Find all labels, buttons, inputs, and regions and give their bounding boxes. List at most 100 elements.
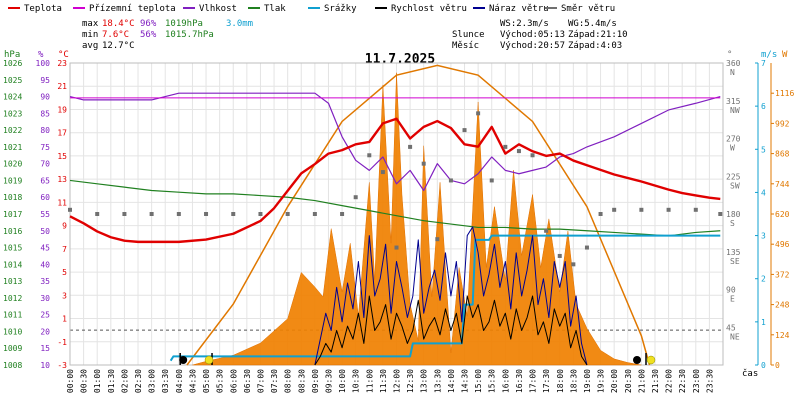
stat-max-press: 1019hPa <box>165 19 203 29</box>
wind-dir-point-24 <box>530 153 535 158</box>
dir-tick-name-0: N <box>730 68 735 77</box>
wind-dir-point-23 <box>516 149 521 154</box>
wind-dir-point-15 <box>408 144 413 149</box>
series-pressure <box>69 179 721 237</box>
pct-tick-10: 50 <box>40 227 50 236</box>
ms-tick-5: 2 <box>761 275 766 284</box>
wind-dir-point-6 <box>231 212 236 216</box>
pct-tick-13: 35 <box>40 277 50 286</box>
wind-dir-point-18 <box>448 178 453 183</box>
temp-tick-2: 19 <box>57 105 67 114</box>
wind-dir-point-17 <box>435 237 440 242</box>
pct-tick-16: 20 <box>40 327 50 336</box>
series-gust <box>314 226 588 366</box>
x-tick-39: 19:30 <box>597 369 606 393</box>
x-tick-34: 17:00 <box>529 369 538 393</box>
ms-tick-2: 5 <box>761 145 766 154</box>
ms-tick-0: 7 <box>761 59 766 68</box>
temp-tick-13: -3 <box>57 361 67 370</box>
w-tick-1: 992 <box>775 119 790 128</box>
pct-tick-1: 95 <box>40 76 50 85</box>
dir-tick-name-5: SE <box>730 257 740 266</box>
x-tick-35: 17:30 <box>542 369 551 393</box>
pct-tick-14: 30 <box>40 294 50 303</box>
stat-moonrise: Východ:20:57 <box>500 41 565 51</box>
w-tick-0: 1116 <box>775 89 794 98</box>
wind-dir-point-34 <box>718 212 723 216</box>
pct-tick-9: 55 <box>40 210 50 219</box>
unit-ms: m/s <box>761 50 777 60</box>
w-tick-7: 248 <box>775 301 790 310</box>
series-temperature <box>69 117 721 244</box>
pct-tick-7: 65 <box>40 176 50 185</box>
ms-tick-4: 3 <box>761 232 766 241</box>
dir-tick-deg-0: 360 <box>726 59 741 68</box>
w-tick-8: 124 <box>775 331 790 340</box>
unit-w: W <box>782 50 788 60</box>
x-tick-0: 00:00 <box>66 369 75 393</box>
x-tick-28: 14:00 <box>447 369 456 393</box>
legend: Teplota Přízemní teplota Vlhkost Tlak Srážky… <box>8 4 615 14</box>
wind-dir-point-1 <box>95 212 100 216</box>
x-tick-33: 16:30 <box>515 369 524 393</box>
dir-tick-name-2: W <box>730 144 735 153</box>
hpa-tick-5: 1021 <box>3 143 22 152</box>
dir-tick-deg-3: 225 <box>726 172 741 181</box>
hpa-tick-1: 1025 <box>3 76 22 85</box>
x-tick-29: 14:30 <box>461 369 470 393</box>
temp-tick-11: 1 <box>62 315 67 324</box>
stat-moonset: Západ:4:03 <box>568 41 622 51</box>
stat-rain: 3.0mm <box>226 19 253 29</box>
x-tick-30: 15:00 <box>474 369 483 393</box>
pct-tick-2: 90 <box>40 93 50 102</box>
temp-tick-0: 23 <box>57 59 67 68</box>
legend-label-2: Vlhkost <box>199 4 237 14</box>
x-tick-36: 18:00 <box>556 369 565 393</box>
hpa-tick-6: 1020 <box>3 160 22 169</box>
x-tick-4: 02:00 <box>120 369 129 393</box>
stat-max-temp: 18.4°C <box>102 19 135 29</box>
wind-dir-point-20 <box>476 111 481 116</box>
hpa-tick-11: 1015 <box>3 244 22 253</box>
stat-min-press: 1015.7hPa <box>165 30 214 40</box>
x-tick-25: 12:30 <box>406 369 415 393</box>
x-tick-1: 00:30 <box>80 369 89 393</box>
dir-tick-deg-2: 270 <box>726 135 741 144</box>
dir-tick-deg-5: 135 <box>726 248 741 257</box>
wind-dir-point-4 <box>176 212 181 216</box>
series-wind <box>314 295 588 366</box>
dir-tick-name-3: SW <box>730 181 740 190</box>
wind-dir-point-32 <box>666 207 671 212</box>
stat-max-label: max <box>82 19 99 29</box>
x-tick-18: 09:00 <box>311 369 320 393</box>
hpa-tick-8: 1018 <box>3 193 22 202</box>
pct-tick-6: 70 <box>40 160 50 169</box>
legend-label-4: Srážky <box>324 4 357 14</box>
wind-dir-point-14 <box>394 245 399 250</box>
unit-temp: °C <box>58 50 69 60</box>
stat-wg: WG:5.4m/s <box>568 19 617 29</box>
sunset-icon <box>646 355 656 365</box>
sunrise-icon <box>204 355 214 365</box>
pct-tick-12: 40 <box>40 260 50 269</box>
unit-hpa: hPa <box>4 50 20 60</box>
x-tick-15: 07:30 <box>270 369 279 393</box>
sun-moon-markers <box>179 353 656 365</box>
wind-dir-point-8 <box>285 212 290 216</box>
stat-sun-label: Slunce <box>452 30 485 40</box>
x-tick-42: 21:00 <box>637 369 646 393</box>
stat-min-hum: 56% <box>140 30 157 40</box>
wind-dir-point-5 <box>204 212 209 216</box>
stat-sunrise: Východ:05:13 <box>500 30 565 40</box>
pct-tick-4: 80 <box>40 126 50 135</box>
pct-tick-11: 45 <box>40 244 50 253</box>
moonrise-icon <box>633 356 642 364</box>
legend-label-5: Rychlost větru <box>391 4 467 14</box>
w-tick-6: 372 <box>775 270 790 279</box>
series-layer <box>68 92 723 366</box>
hpa-tick-0: 1026 <box>3 59 22 68</box>
wind-dir-point-28 <box>584 245 589 250</box>
series-humidity <box>69 92 721 192</box>
